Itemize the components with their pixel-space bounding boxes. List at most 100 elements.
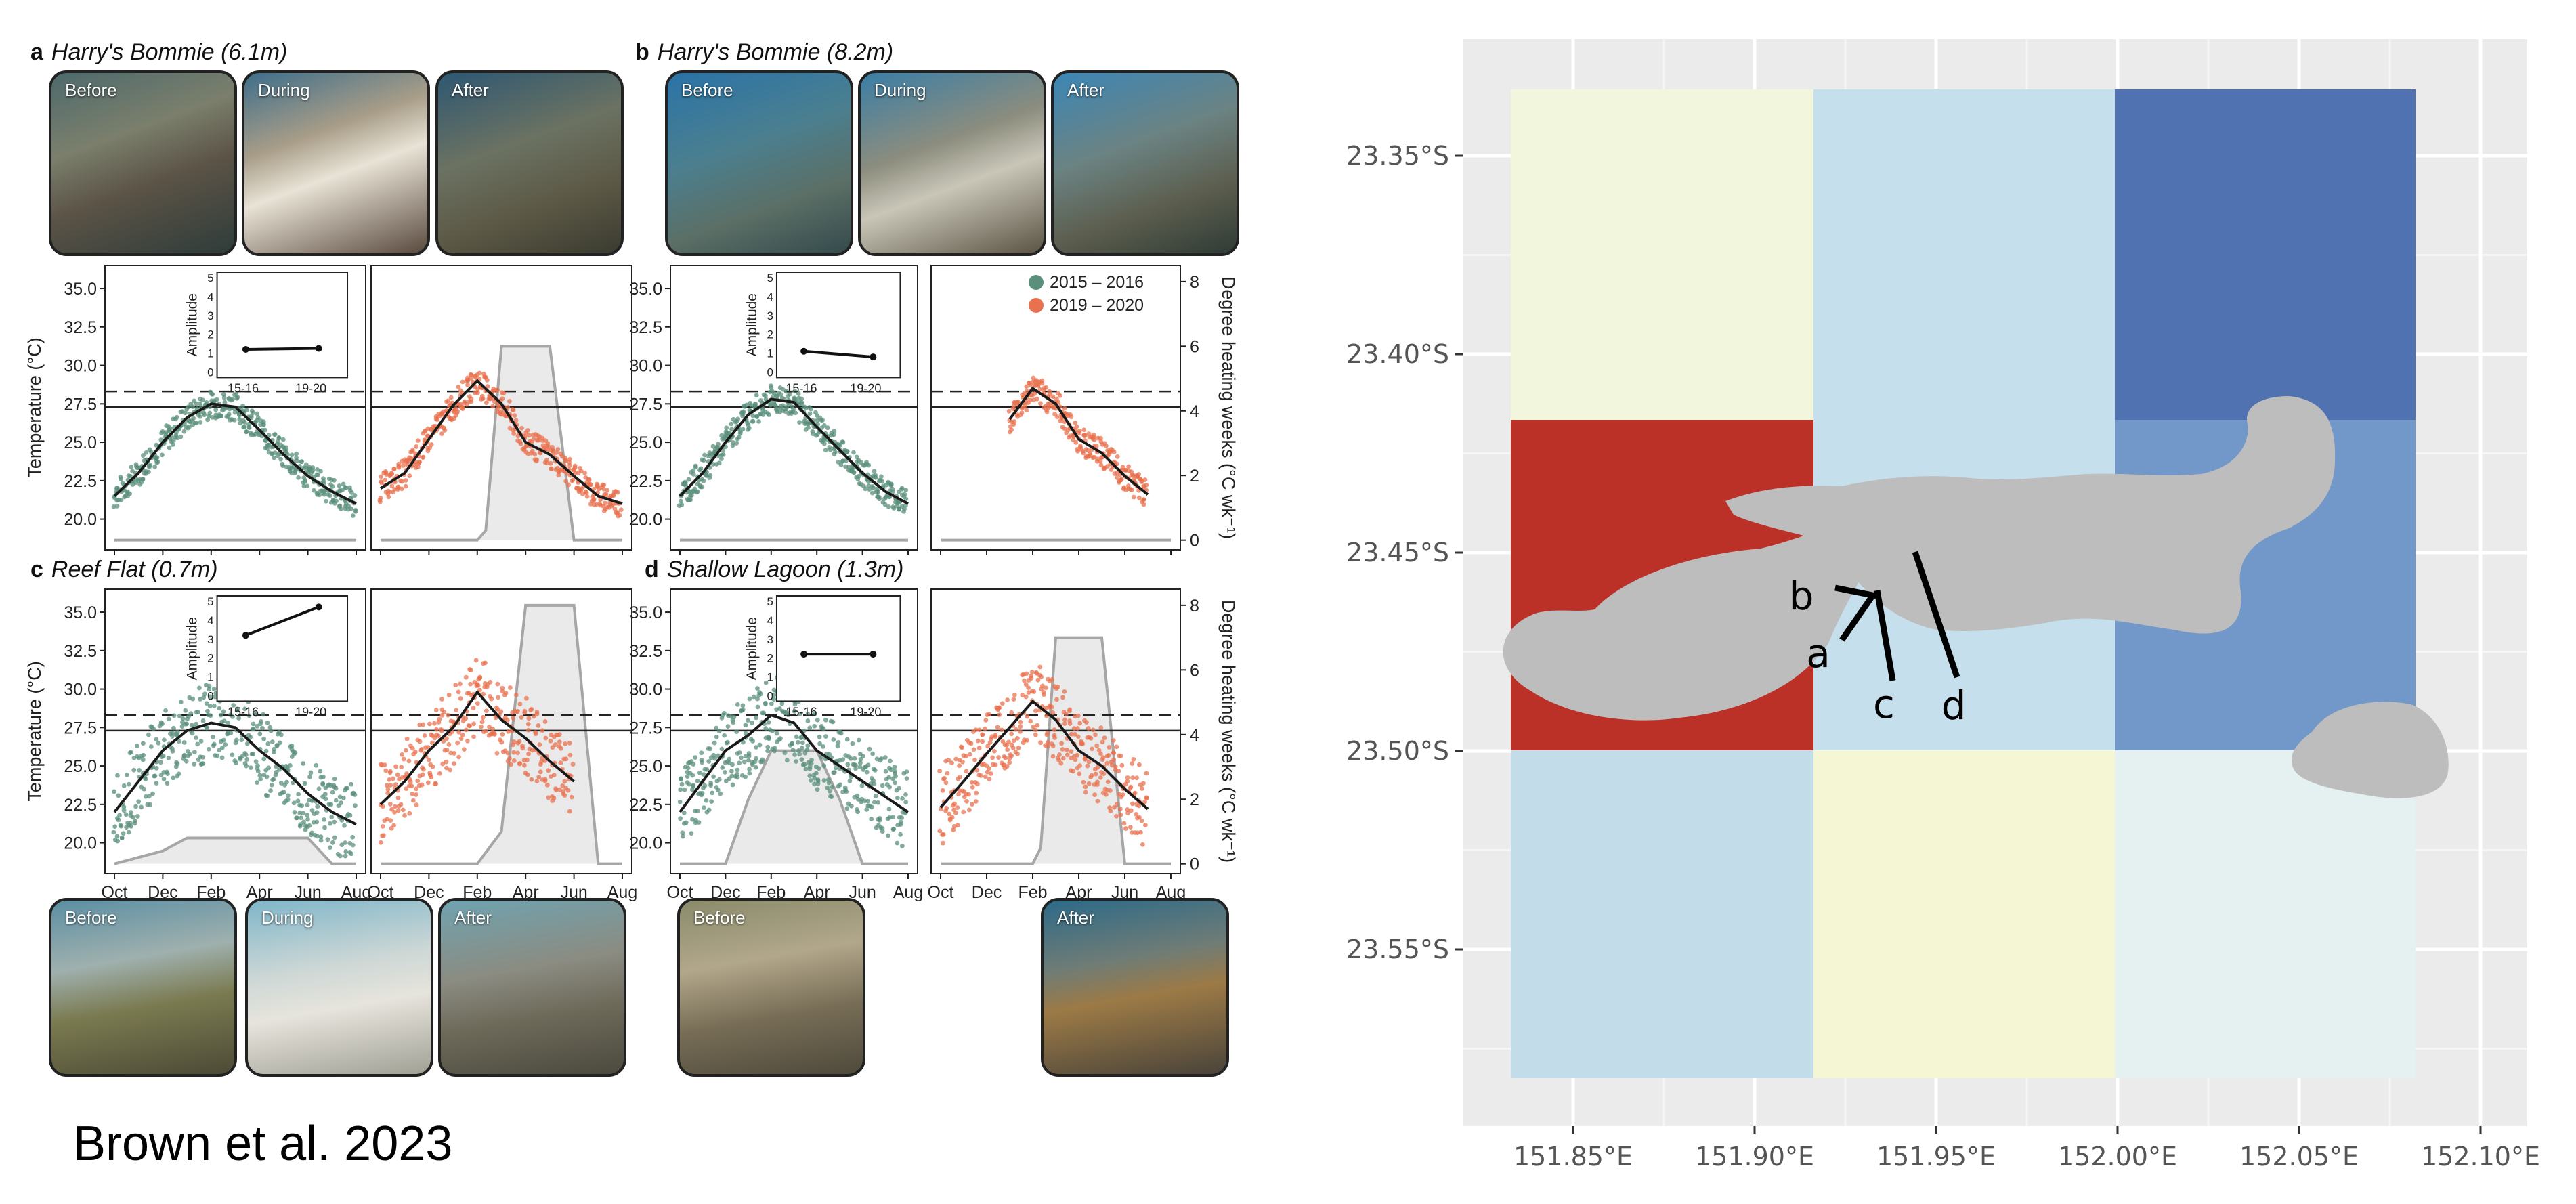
temp-point bbox=[735, 775, 740, 780]
temp-point bbox=[817, 741, 822, 746]
temp-point bbox=[179, 724, 185, 729]
temp-point bbox=[389, 483, 395, 488]
temp-point bbox=[1080, 741, 1086, 746]
temp-point bbox=[221, 395, 227, 400]
temp-point bbox=[1054, 396, 1059, 402]
temp-point bbox=[1075, 713, 1081, 718]
y-tick-label: 35.0 bbox=[629, 603, 662, 622]
temp-point bbox=[560, 783, 565, 788]
temp-point bbox=[1057, 752, 1062, 757]
temp-point bbox=[484, 400, 489, 406]
temp-point bbox=[515, 709, 520, 714]
temp-point bbox=[1077, 771, 1082, 777]
temp-point bbox=[523, 444, 529, 449]
temp-point bbox=[1098, 775, 1103, 780]
temp-point bbox=[1018, 729, 1023, 734]
temp-point bbox=[128, 810, 133, 815]
inset-y-tick: 5 bbox=[207, 272, 213, 284]
temp-point bbox=[783, 389, 789, 394]
temp-point bbox=[700, 790, 705, 796]
temp-point bbox=[702, 783, 708, 788]
temp-point bbox=[433, 781, 439, 786]
panel-label-b: b Harry's Bommie (8.2m) bbox=[635, 39, 894, 65]
temp-point bbox=[1062, 717, 1067, 723]
temp-point bbox=[192, 762, 197, 767]
temp-point bbox=[767, 735, 772, 740]
temp-point bbox=[522, 710, 528, 715]
x-tick-label: Feb bbox=[196, 883, 226, 902]
temp-point bbox=[305, 483, 310, 489]
x-tick-label: Dec bbox=[710, 883, 740, 902]
temp-point bbox=[244, 741, 250, 746]
temp-point bbox=[291, 780, 295, 786]
temp-point bbox=[509, 762, 513, 767]
temp-point bbox=[383, 477, 388, 483]
temp-mean-line bbox=[113, 402, 357, 505]
temp-point bbox=[235, 706, 240, 712]
temp-point bbox=[488, 693, 492, 699]
temp-point bbox=[465, 383, 470, 387]
temp-point bbox=[880, 829, 885, 834]
reef-map: 151.85°E 151.90°E 151.95°E 152.00°E 152.05°E… bbox=[1346, 39, 2540, 1171]
temp-point bbox=[410, 448, 415, 452]
temp-point bbox=[239, 737, 244, 742]
temp-point bbox=[190, 404, 195, 409]
temp-point bbox=[1009, 710, 1014, 715]
temp-point bbox=[469, 693, 474, 697]
temp-point bbox=[584, 494, 590, 499]
temp-point bbox=[381, 833, 386, 838]
temp-point bbox=[323, 796, 328, 802]
temp-point bbox=[1069, 414, 1074, 420]
temp-point bbox=[1075, 752, 1080, 758]
temp-point bbox=[268, 788, 273, 793]
temp-point bbox=[721, 452, 726, 457]
temp-point bbox=[725, 724, 731, 729]
temp-point bbox=[478, 724, 484, 729]
temp-point bbox=[437, 771, 442, 776]
temp-point bbox=[529, 777, 534, 782]
temp-point bbox=[170, 749, 175, 754]
temp-point bbox=[407, 811, 412, 816]
temp-point bbox=[171, 725, 176, 731]
temp-point bbox=[858, 760, 863, 766]
temp-point bbox=[1058, 760, 1064, 766]
temp-point bbox=[601, 486, 607, 492]
temp-point bbox=[349, 495, 354, 500]
temp-point bbox=[293, 750, 298, 755]
temp-point bbox=[503, 691, 509, 696]
temp-point bbox=[677, 799, 683, 804]
temp-point bbox=[512, 413, 517, 418]
temp-point bbox=[511, 716, 516, 721]
temp-point bbox=[328, 821, 332, 826]
temp-point bbox=[296, 792, 301, 797]
temp-point bbox=[996, 755, 1001, 760]
temp-point bbox=[169, 734, 175, 739]
temp-point bbox=[305, 817, 310, 822]
temp-point bbox=[783, 406, 789, 412]
temp-point bbox=[140, 477, 146, 482]
temp-point bbox=[719, 433, 725, 438]
temp-point bbox=[211, 703, 217, 708]
temp-point bbox=[937, 828, 943, 834]
inset-frame bbox=[775, 595, 901, 702]
temp-point bbox=[116, 793, 121, 798]
temp-point bbox=[876, 800, 880, 805]
temp-point bbox=[747, 767, 752, 772]
temp-point bbox=[1102, 735, 1107, 741]
x-tick-label: Oct bbox=[102, 883, 128, 902]
temp-point bbox=[322, 817, 326, 822]
temp-point bbox=[1060, 695, 1065, 700]
temp-point bbox=[400, 479, 405, 484]
temp-point bbox=[380, 823, 385, 829]
temp-point bbox=[746, 423, 751, 427]
temp-point bbox=[597, 501, 602, 507]
inset-point bbox=[242, 632, 249, 639]
temp-point bbox=[746, 753, 752, 758]
temp-point bbox=[135, 814, 140, 819]
y-tick-label: 20.0 bbox=[629, 834, 662, 853]
inset-y-tick: 4 bbox=[207, 614, 213, 627]
temp-point bbox=[240, 754, 245, 759]
temp-point bbox=[234, 760, 239, 766]
temp-point bbox=[812, 711, 817, 716]
temp-point bbox=[1142, 477, 1148, 482]
